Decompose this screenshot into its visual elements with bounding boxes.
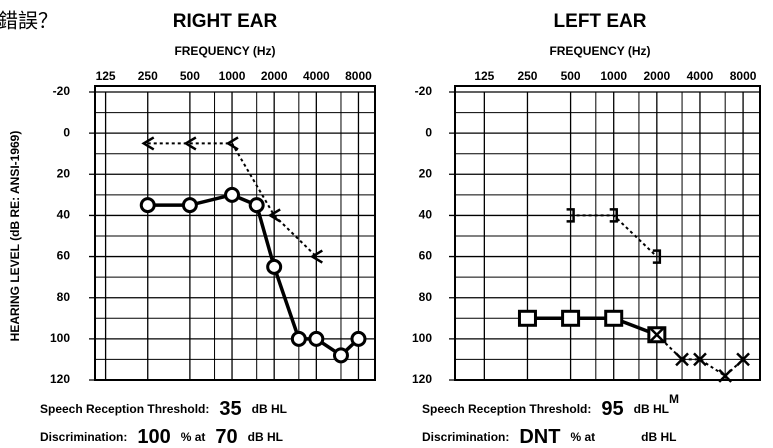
plot-frame <box>454 85 761 381</box>
marker <box>248 197 265 214</box>
y-tick-label: 0 <box>425 125 432 139</box>
series-line <box>570 214 658 258</box>
series-line <box>147 142 318 258</box>
discrimination-part: Discrimination: <box>422 430 509 444</box>
x-tick-label: 500 <box>180 69 200 83</box>
speech-part: Speech Reception Threshold: <box>40 402 209 416</box>
discrimination: Discrimination: 100 % at 70 dB HL <box>40 426 283 448</box>
y-tick-label: 100 <box>50 331 70 345</box>
marker <box>139 197 156 214</box>
marker <box>736 352 750 367</box>
note: 錯誤？ <box>0 9 58 33</box>
y-axis-title: HEARING LEVEL (dB RE: ANSI-1969) <box>8 131 22 342</box>
discrimination-part: % at <box>570 430 595 444</box>
marker <box>718 369 733 383</box>
y-tick-label: -20 <box>53 84 71 98</box>
discrimination-part: dB HL <box>641 430 676 444</box>
discrimination-part: DNT <box>519 426 560 448</box>
y-tick-label: -20 <box>415 84 433 98</box>
speech-part: Speech Reception Threshold: <box>422 402 591 416</box>
x-tick-label: 1000 <box>600 69 627 83</box>
x-tick-label: 2000 <box>643 69 670 83</box>
marker <box>267 208 281 223</box>
x-tick-label: 250 <box>138 69 158 83</box>
marker <box>652 249 662 264</box>
y-tick-label: 40 <box>419 208 433 222</box>
y-tick-label: 20 <box>419 166 433 180</box>
x-tick-label: 125 <box>96 69 116 83</box>
x-tick-label: 500 <box>561 69 581 83</box>
marker <box>332 347 349 364</box>
marker <box>649 327 664 342</box>
discrimination-part: 100 <box>137 426 170 448</box>
marker <box>290 330 307 347</box>
marker <box>693 352 707 367</box>
discrimination-part: Discrimination: <box>40 430 127 444</box>
speech-part: M <box>669 392 679 406</box>
marker <box>224 186 241 203</box>
discrimination-part: 70 <box>215 426 237 448</box>
marker <box>609 208 618 223</box>
speech-part: 35 <box>219 398 241 420</box>
x-tick-label: 4000 <box>303 69 330 83</box>
plot-frame <box>94 85 376 381</box>
marker <box>517 309 537 327</box>
discrimination-part: dB HL <box>248 430 283 444</box>
marker <box>181 197 198 214</box>
marker <box>561 309 581 327</box>
speech-part: dB HL <box>252 402 287 416</box>
y-tick-label: 80 <box>57 290 71 304</box>
x-tick-label: 2000 <box>261 69 288 83</box>
series-line <box>527 316 658 337</box>
discrimination-part: % at <box>181 430 206 444</box>
marker <box>183 136 197 151</box>
marker <box>141 136 155 151</box>
speech-threshold: Speech Reception Threshold: 35 dB HL <box>40 398 287 420</box>
y-tick-label: 100 <box>412 331 432 345</box>
x-axis-title: FREQUENCY (Hz) <box>174 44 275 58</box>
x-tick-label: 4000 <box>687 69 714 83</box>
marker <box>566 208 575 223</box>
y-tick-label: 120 <box>412 372 432 386</box>
y-tick-label: 80 <box>419 290 433 304</box>
chart-title: LEFT EAR <box>554 11 647 32</box>
y-tick-label: 0 <box>63 125 70 139</box>
marker <box>308 330 325 347</box>
marker <box>225 136 239 151</box>
marker <box>675 352 689 367</box>
marker <box>604 309 624 327</box>
marker <box>309 249 323 264</box>
marker <box>266 258 283 275</box>
y-tick-label: 60 <box>57 249 71 263</box>
x-tick-label: 125 <box>474 69 494 83</box>
marker <box>350 330 367 347</box>
y-tick-label: 120 <box>50 372 70 386</box>
x-tick-label: 1000 <box>219 69 246 83</box>
x-tick-label: 8000 <box>730 69 757 83</box>
series-line <box>147 193 360 358</box>
discrimination: Discrimination: DNT % at dB HL <box>422 426 676 448</box>
speech-threshold: Speech Reception Threshold: 95 dB HLM <box>422 392 679 420</box>
x-tick-label: 8000 <box>345 69 372 83</box>
speech-part: 95 <box>601 398 623 420</box>
y-tick-label: 20 <box>57 166 71 180</box>
y-tick-label: 60 <box>419 249 433 263</box>
chart-title: RIGHT EAR <box>173 11 278 32</box>
y-tick-label: 40 <box>57 208 71 222</box>
x-tick-label: 250 <box>517 69 537 83</box>
x-axis-title: FREQUENCY (Hz) <box>549 44 650 58</box>
speech-part: dB HL <box>634 402 669 416</box>
